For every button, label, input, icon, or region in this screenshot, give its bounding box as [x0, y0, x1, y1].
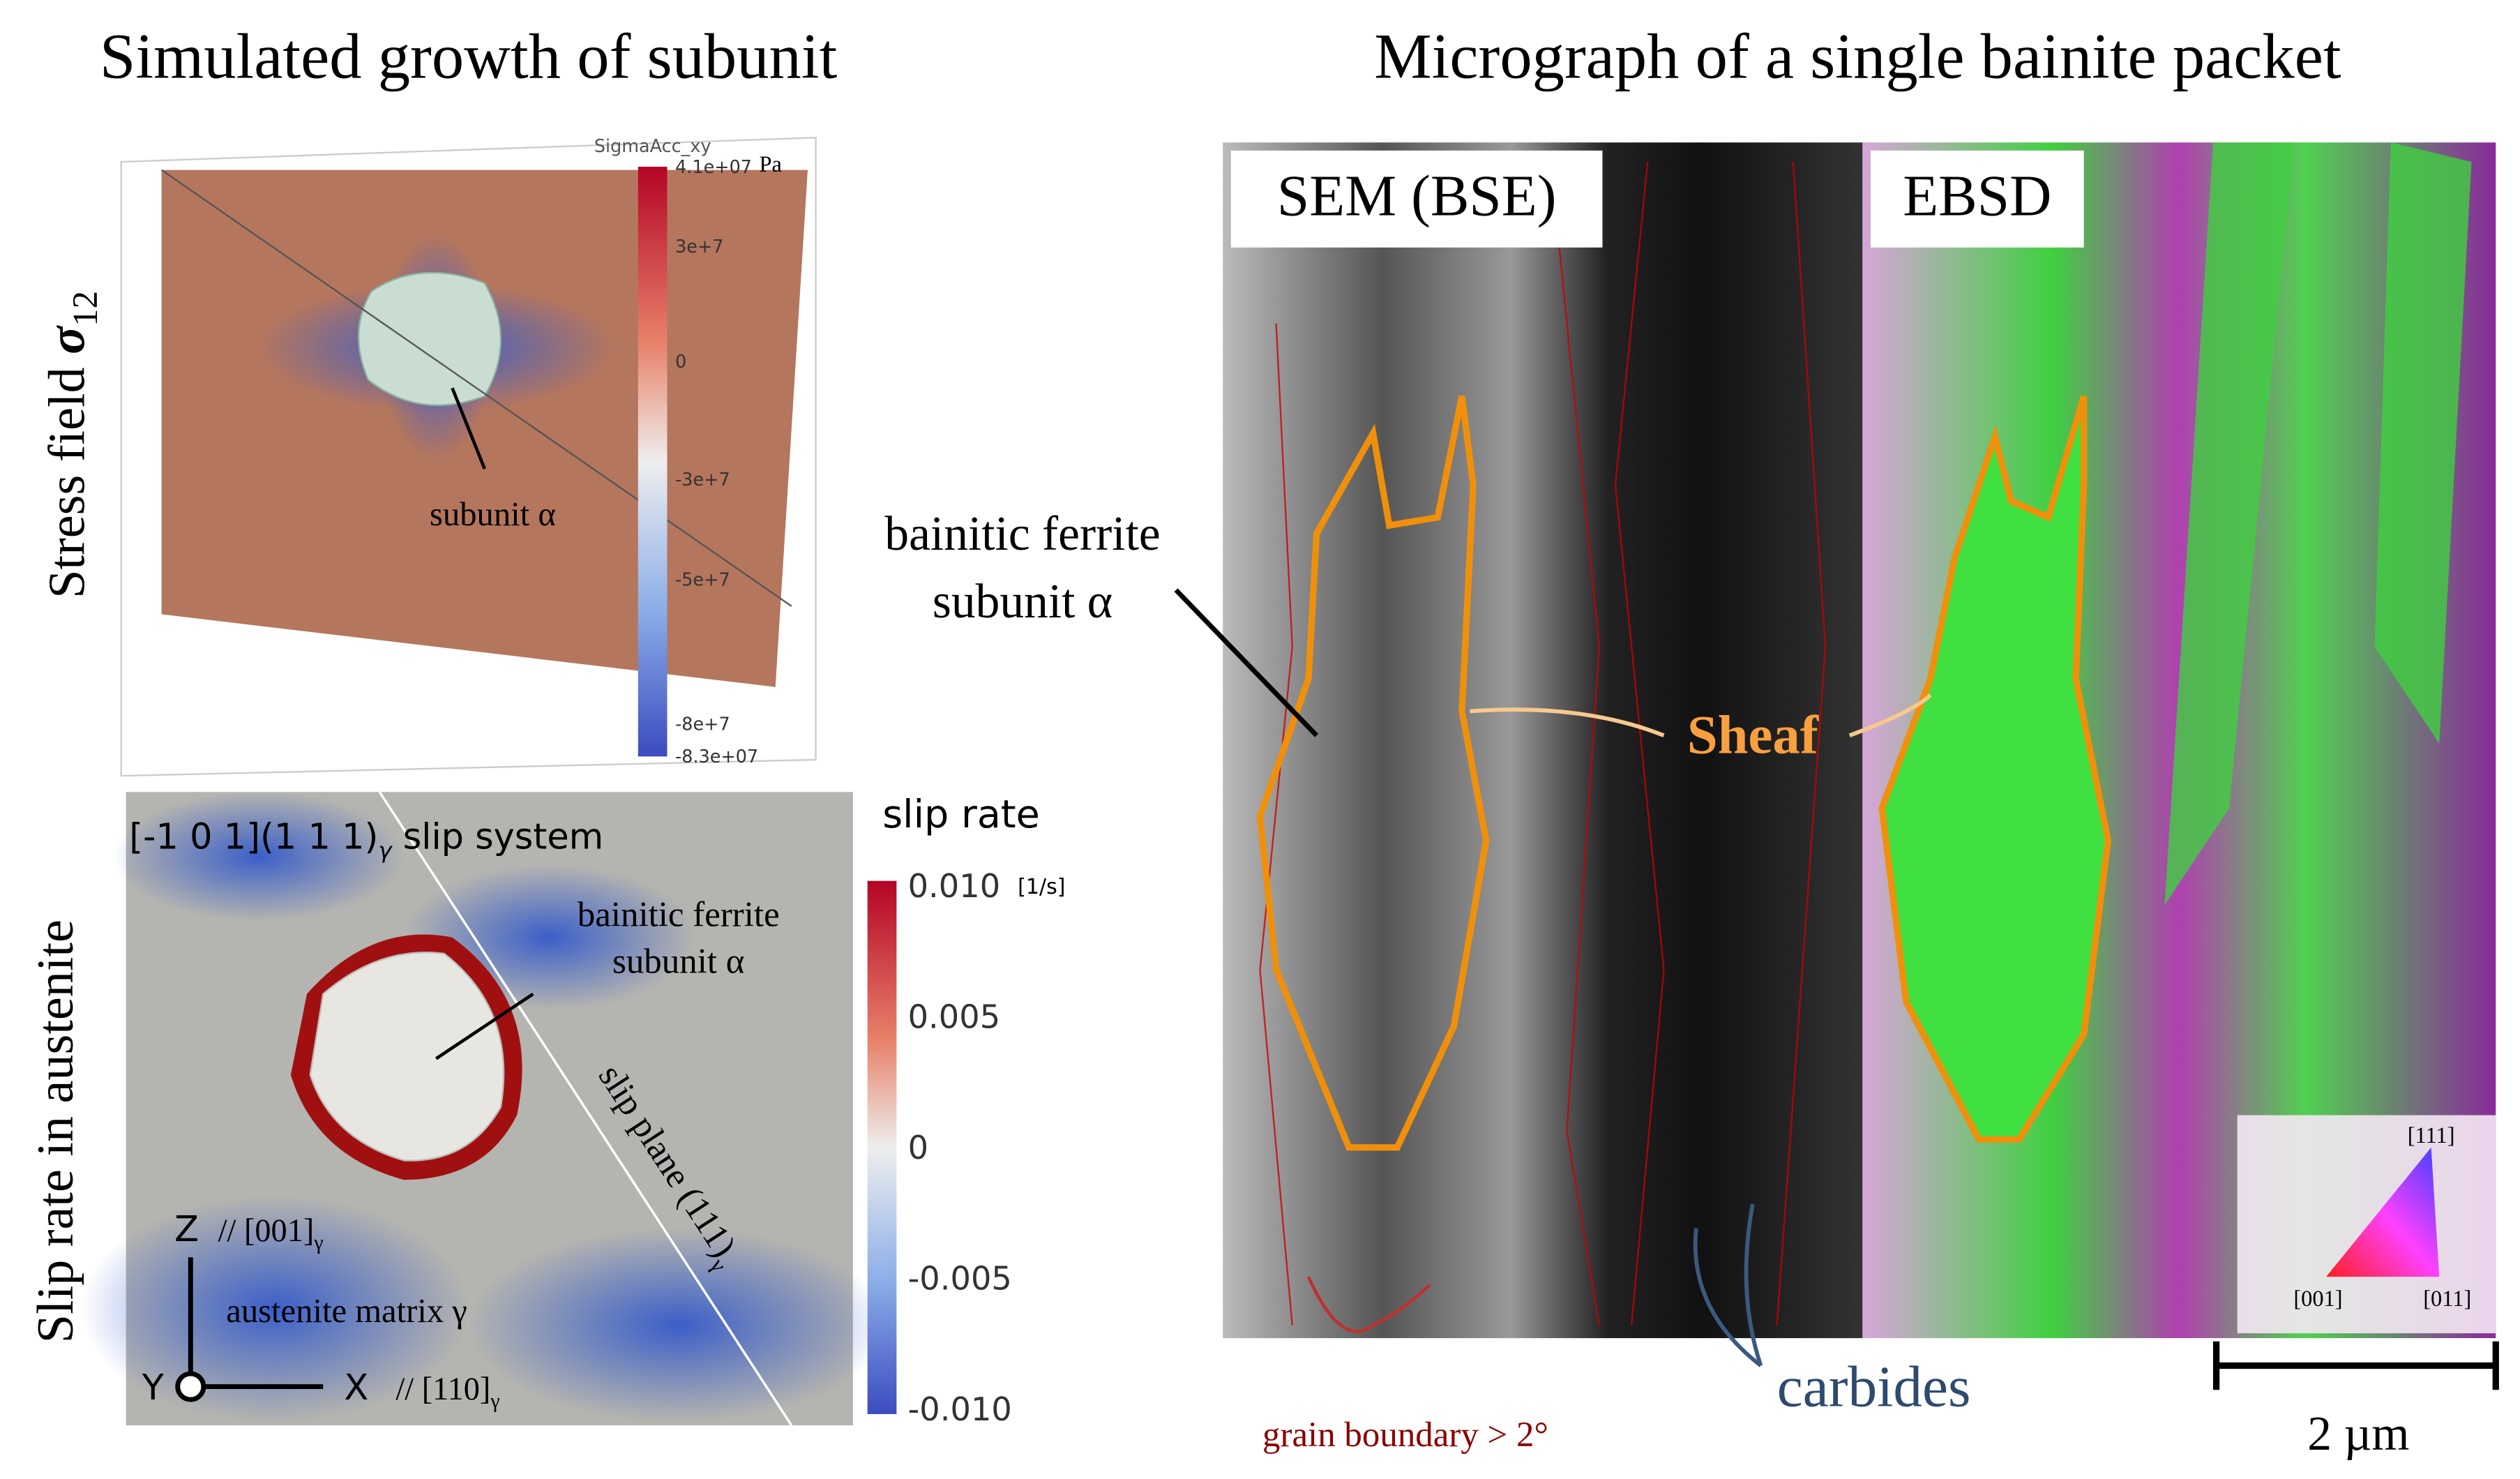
colorbar-unit: [1/s] [1018, 875, 1065, 899]
left-title: Simulated growth of subunit [100, 21, 838, 93]
colorbar-title: slip rate [882, 792, 1040, 837]
x-axis: X [344, 1367, 368, 1409]
matrix-label: austenite matrix γ [226, 1292, 467, 1330]
right-title: Micrograph of a single bainite packet [1374, 21, 2341, 93]
subunit-label: bainitic ferrite [884, 507, 1160, 561]
scale-label: 2 µm [2307, 1407, 2409, 1461]
annotation: bainitic ferrite [578, 896, 780, 935]
annotation: subunit α [430, 495, 556, 533]
colorbar-tick-label: -5e+7 [675, 570, 730, 591]
y-label: Stress field σ12 [38, 291, 105, 599]
slip-panel: [-1 0 1](1 1 1)γ slip system bainitic fe… [27, 791, 1066, 1428]
colorbar-tick-label: 0 [908, 1129, 928, 1166]
ipf-label: [001] [2293, 1286, 2342, 1312]
z-dir: // [001]γ [218, 1213, 324, 1254]
colorbar-tick-label: 0.005 [908, 998, 1001, 1035]
stress-panel: SigmaAcc_xy Pa subunit α Stress field σ1… [38, 136, 817, 777]
colorbar-tick-label: 0 [675, 352, 686, 373]
grain-boundary-label: grain boundary > 2° [1262, 1416, 1548, 1455]
colorbar-tick-label: 3e+7 [675, 237, 723, 257]
slip-system: [-1 0 1](1 1 1)γ slip system [129, 816, 603, 864]
carbides-label: carbides [1777, 1355, 1971, 1419]
colorbar-tick-label: -0.010 [908, 1390, 1012, 1428]
sheaf-label: Sheaf [1687, 705, 1819, 766]
x-dir: // [110]γ [395, 1372, 499, 1413]
sem-label: SEM (BSE) [1277, 164, 1557, 228]
colorbar-tick-label: -0.005 [908, 1260, 1012, 1298]
colorbar-tick-label: -3e+7 [675, 470, 730, 490]
ipf-label: [011] [2423, 1286, 2471, 1312]
y-label: Slip rate in austenite [27, 919, 84, 1343]
y-axis: Y [142, 1367, 165, 1409]
annotation: subunit α [612, 943, 744, 982]
colorbar-tick-label: 0.010 [908, 867, 1001, 905]
subunit-label: subunit α [933, 575, 1112, 629]
micrograph: SEM (BSE) EBSD bainitic ferrite subunit … [884, 142, 2499, 1461]
colorbar-unit: Pa [760, 152, 782, 177]
colorbar-tick-label: -8.3e+07 [675, 746, 758, 767]
z-axis: Z [174, 1209, 199, 1250]
colorbar-title: SigmaAcc_xy [594, 136, 711, 157]
colorbar-tick-label: 4.1e+07 [675, 157, 752, 178]
colorbar-tick-label: -8e+7 [675, 714, 730, 735]
ipf-label: [111] [2408, 1123, 2455, 1148]
ebsd-label: EBSD [1903, 164, 2051, 228]
